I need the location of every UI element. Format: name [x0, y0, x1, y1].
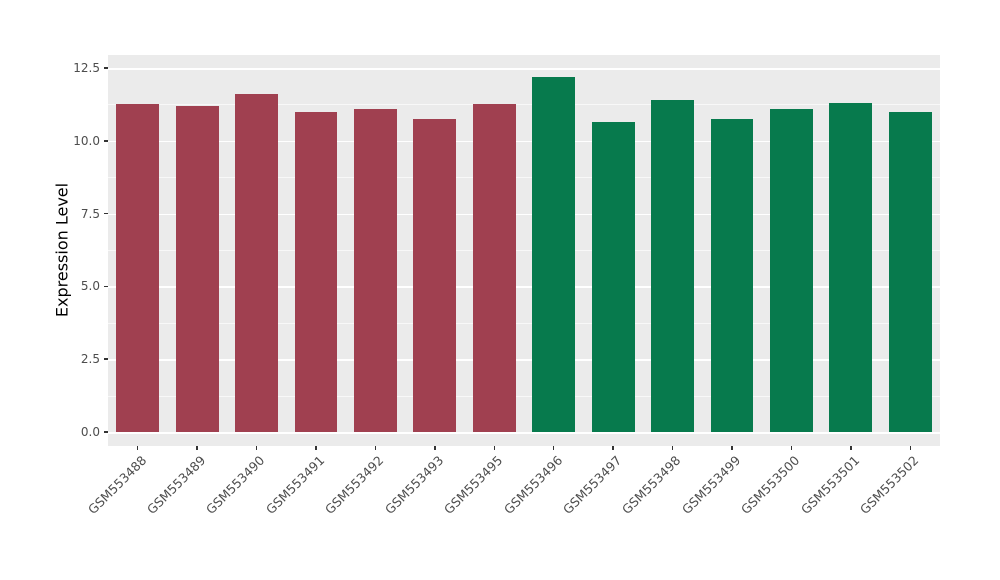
y-tick-mark — [104, 358, 108, 360]
x-tick-label: GSM553498 — [619, 452, 684, 518]
x-tick-mark — [136, 446, 139, 450]
gridline-minor — [108, 104, 940, 106]
gridline-minor — [108, 395, 940, 397]
x-tick-label: GSM553496 — [500, 452, 565, 518]
bar-GSM553489 — [175, 105, 219, 432]
bar-GSM553499 — [710, 118, 754, 432]
y-tick-mark — [104, 140, 108, 142]
bar-GSM553493 — [413, 118, 457, 432]
x-tick-label: GSM553495 — [441, 452, 506, 518]
bar-GSM553502 — [888, 111, 932, 432]
x-tick-label: GSM553501 — [797, 452, 863, 518]
x-tick-label: GSM553502 — [857, 452, 922, 518]
y-tick-mark — [104, 212, 108, 215]
x-tick-label: GSM553488 — [84, 452, 149, 518]
gridline-major — [108, 432, 940, 434]
x-tick-label: GSM553490 — [203, 452, 268, 518]
bar-GSM553500 — [770, 108, 813, 432]
y-tick-label: 2.5 — [80, 352, 100, 367]
bar-GSM553498 — [651, 100, 694, 432]
x-tick-label: GSM553492 — [322, 452, 387, 518]
y-tick-label: 10.0 — [73, 133, 100, 148]
x-tick-mark — [909, 446, 912, 450]
gridline-minor — [108, 250, 940, 251]
bar-GSM553495 — [472, 104, 516, 432]
x-tick-mark — [612, 446, 614, 450]
x-tick-mark — [493, 446, 496, 450]
bar-GSM553501 — [829, 102, 873, 432]
x-tick-mark — [374, 446, 377, 450]
bar-GSM553490 — [235, 94, 278, 432]
x-tick-label: GSM553489 — [143, 452, 209, 518]
gridline-major — [108, 286, 940, 288]
x-tick-mark — [434, 446, 436, 450]
x-tick-label: GSM553493 — [381, 452, 447, 518]
y-tick-label: 7.5 — [80, 206, 100, 221]
y-tick-label: 0.0 — [80, 425, 100, 439]
bar-GSM553488 — [116, 104, 160, 432]
y-tick-mark — [104, 285, 108, 288]
gridline-major — [108, 140, 940, 143]
bar-GSM553496 — [532, 76, 576, 432]
gridline-major — [108, 68, 940, 70]
x-tick-mark — [255, 446, 258, 450]
x-tick-label: GSM553500 — [738, 452, 803, 518]
x-tick-mark — [315, 446, 317, 450]
y-tick-label: 5.0 — [80, 279, 100, 294]
x-tick-mark — [671, 446, 674, 450]
x-tick-mark — [850, 446, 852, 450]
x-tick-label: GSM553499 — [678, 452, 744, 518]
x-tick-label: GSM553491 — [262, 452, 328, 518]
y-axis-title: Expression Level — [52, 182, 72, 318]
gridline-major — [108, 359, 940, 361]
y-tick-mark — [104, 431, 108, 433]
x-tick-mark — [552, 446, 555, 450]
bar-GSM553492 — [354, 108, 397, 432]
x-tick-mark — [790, 446, 793, 450]
chart-panel — [108, 55, 940, 446]
y-tick-mark — [104, 67, 108, 69]
gridline-minor — [108, 322, 940, 324]
y-tick-label: 12.5 — [73, 61, 100, 75]
gridline-minor — [108, 177, 940, 179]
x-tick-mark — [196, 446, 198, 450]
bar-GSM553497 — [591, 121, 635, 432]
x-tick-label: GSM553497 — [559, 452, 625, 518]
x-tick-mark — [731, 446, 733, 450]
gridline-major — [108, 213, 940, 216]
bar-GSM553491 — [294, 111, 338, 432]
